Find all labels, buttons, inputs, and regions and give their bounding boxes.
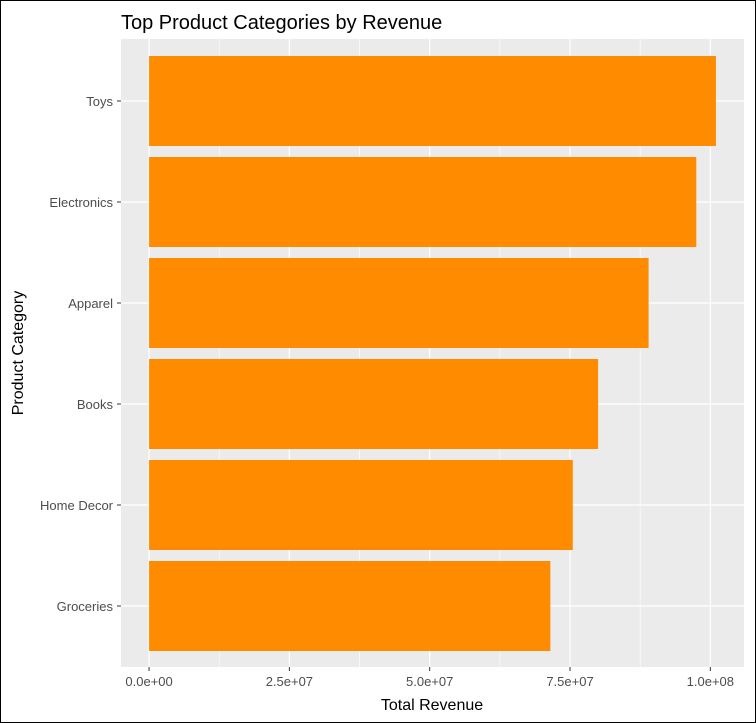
chart-title: Top Product Categories by Revenue [121, 12, 442, 34]
x-tick-label: 2.5e+07 [266, 674, 313, 689]
y-tick-label: Groceries [57, 599, 114, 614]
bars [149, 56, 716, 651]
y-tick-label: Electronics [49, 195, 113, 210]
x-tick-label: 7.5e+07 [546, 674, 593, 689]
x-axis-title: Total Revenue [381, 697, 483, 714]
y-tick-label: Toys [86, 94, 113, 109]
bar-groceries [149, 561, 551, 651]
bar-toys [149, 56, 716, 146]
x-tick-label: 1.0e+08 [687, 674, 734, 689]
x-tick-label: 5.0e+07 [406, 674, 453, 689]
y-tick-label: Apparel [68, 296, 113, 311]
y-axis: Toys Electronics Apparel Books Home Decor Gro… [40, 94, 121, 614]
bar-electronics [149, 157, 697, 247]
x-axis: 0.0e+00 2.5e+07 5.0e+07 7.5e+07 1.0e+08 [125, 667, 734, 689]
bar-home-decor [149, 460, 573, 550]
y-tick-label: Home Decor [40, 498, 114, 513]
y-axis-title: Product Category [10, 291, 27, 416]
x-tick-label: 0.0e+00 [125, 674, 172, 689]
bar-books [149, 359, 599, 449]
bar-apparel [149, 258, 649, 348]
y-tick-label: Books [77, 397, 114, 412]
